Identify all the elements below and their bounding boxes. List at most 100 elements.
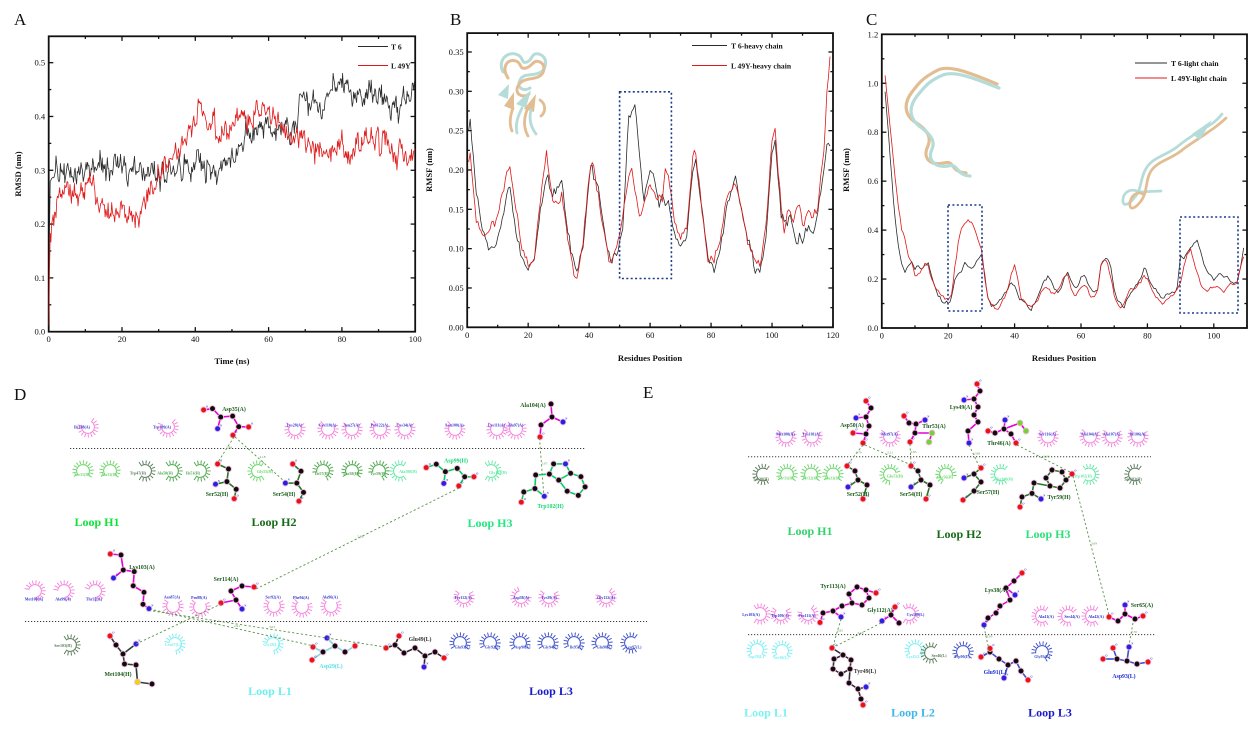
- svg-text:L 49Y-light chain: L 49Y-light chain: [1171, 74, 1228, 83]
- svg-text:N: N: [138, 640, 140, 643]
- svg-text:Ala42(A): Ala42(A): [1088, 614, 1104, 619]
- svg-text:O: O: [1115, 644, 1117, 647]
- svg-text:N: N: [244, 605, 246, 608]
- svg-text:N: N: [151, 604, 153, 607]
- svg-text:Phe94(A): Phe94(A): [293, 595, 310, 600]
- svg-text:O: O: [912, 438, 914, 441]
- svg-text:Ser30(L): Ser30(L): [773, 655, 789, 660]
- svg-text:Ala50(H): Ala50(H): [157, 471, 173, 476]
- svg-text:0.1: 0.1: [34, 273, 45, 283]
- svg-text:0.30: 0.30: [449, 86, 464, 96]
- svg-text:0.25: 0.25: [449, 126, 464, 136]
- svg-text:Thr46(A): Thr46(A): [987, 440, 1011, 447]
- svg-text:O: O: [401, 632, 403, 635]
- svg-text:Cys110(A): Cys110(A): [319, 423, 337, 428]
- svg-text:3.15: 3.15: [858, 631, 864, 635]
- svg-text:Ala104(A): Ala104(A): [1081, 432, 1099, 437]
- svg-text:Gln96(L): Gln96(L): [597, 645, 613, 650]
- svg-text:T 6-heavy chain: T 6-heavy chain: [731, 42, 784, 51]
- svg-text:N: N: [220, 424, 222, 427]
- svg-text:N: N: [971, 439, 973, 442]
- svg-text:N: N: [868, 683, 870, 686]
- svg-text:0.15: 0.15: [449, 204, 464, 214]
- svg-text:N: N: [850, 483, 852, 486]
- svg-text:2.85: 2.85: [911, 450, 917, 454]
- svg-text:Trp47(H): Trp47(H): [130, 471, 147, 476]
- svg-text:Glu53(H): Glu53(H): [887, 474, 904, 479]
- svg-text:1.0: 1.0: [868, 78, 879, 88]
- svg-text:O: O: [868, 397, 870, 400]
- svg-text:O: O: [1030, 676, 1032, 679]
- svg-text:Ser54(H): Ser54(H): [900, 491, 923, 498]
- svg-text:O: O: [206, 406, 208, 409]
- svg-text:Ile106(A): Ile106(A): [1130, 432, 1147, 437]
- svg-text:Gly92(L): Gly92(L): [485, 645, 501, 650]
- svg-text:O: O: [990, 427, 992, 430]
- svg-text:N: N: [218, 480, 220, 483]
- svg-text:Loop L3: Loop L3: [1028, 706, 1072, 720]
- svg-text:O: O: [849, 462, 851, 465]
- svg-text:100: 100: [409, 334, 422, 344]
- svg-text:Thr58(H): Thr58(H): [343, 471, 360, 476]
- svg-text:Gly112(A): Gly112(A): [867, 607, 893, 614]
- svg-text:Gly93(L): Gly93(L): [1034, 654, 1050, 659]
- svg-text:Lys49(A): Lys49(A): [950, 404, 973, 411]
- svg-text:N: N: [565, 418, 567, 421]
- svg-text:A: A: [14, 10, 27, 29]
- svg-text:Loop H1: Loop H1: [74, 515, 119, 529]
- svg-text:RMSF (nm): RMSF (nm): [841, 148, 851, 192]
- svg-text:O: O: [1018, 439, 1020, 442]
- svg-text:O: O: [461, 482, 463, 485]
- svg-text:0.3: 0.3: [34, 165, 45, 175]
- svg-text:O: O: [256, 583, 258, 586]
- svg-text:Pro122(A): Pro122(A): [371, 423, 389, 428]
- svg-text:O: O: [1074, 470, 1076, 473]
- svg-text:Residues Position: Residues Position: [618, 353, 682, 363]
- svg-text:Trp90(L): Trp90(L): [954, 654, 970, 659]
- svg-text:2.93: 2.93: [987, 635, 993, 639]
- svg-text:O: O: [1111, 613, 1113, 616]
- svg-text:Loop L1: Loop L1: [744, 706, 788, 720]
- svg-text:Asp50(A): Asp50(A): [840, 422, 864, 429]
- svg-text:RMSF (nm): RMSF (nm): [424, 148, 434, 192]
- svg-text:O: O: [1150, 658, 1152, 661]
- svg-text:Loop L2: Loop L2: [891, 706, 935, 720]
- svg-text:2.96: 2.96: [358, 535, 364, 539]
- svg-text:O: O: [992, 644, 994, 647]
- svg-text:O: O: [865, 439, 867, 442]
- svg-text:N: N: [858, 414, 860, 417]
- svg-text:Gly101(H): Gly101(H): [489, 470, 508, 475]
- svg-text:O: O: [979, 380, 981, 383]
- svg-text:Lys28(A): Lys28(A): [287, 423, 303, 428]
- svg-text:Loop L1: Loop L1: [248, 684, 292, 698]
- svg-text:20: 20: [944, 331, 953, 341]
- svg-text:N: N: [913, 483, 915, 486]
- svg-text:Tyr112(A): Tyr112(A): [454, 595, 472, 600]
- svg-text:0.0: 0.0: [34, 327, 45, 337]
- svg-text:0.6: 0.6: [868, 176, 879, 186]
- svg-text:40: 40: [585, 330, 594, 340]
- svg-text:Ser116(A): Ser116(A): [1039, 432, 1057, 437]
- svg-text:20: 20: [118, 334, 127, 344]
- svg-text:N: N: [446, 479, 448, 482]
- svg-text:Asp93(L): Asp93(L): [1112, 673, 1135, 680]
- svg-text:Glu91(L): Glu91(L): [984, 669, 1007, 676]
- svg-text:N: N: [1043, 495, 1045, 498]
- svg-text:Loop H2: Loop H2: [936, 527, 981, 541]
- svg-text:Trp109(A): Trp109(A): [771, 613, 790, 618]
- svg-text:O: O: [928, 495, 930, 498]
- svg-text:Asp58(A): Asp58(A): [513, 595, 530, 600]
- svg-text:Ser103(H): Ser103(H): [1124, 477, 1142, 482]
- svg-text:0.05: 0.05: [449, 283, 464, 293]
- svg-text:N: N: [1006, 674, 1008, 677]
- svg-text:O: O: [834, 644, 836, 647]
- svg-text:3.11: 3.11: [179, 620, 185, 624]
- svg-text:N: N: [884, 617, 886, 620]
- svg-text:O: O: [446, 654, 448, 657]
- svg-text:Ile51(H): Ile51(H): [186, 471, 201, 476]
- svg-text:O: O: [983, 464, 985, 467]
- svg-text:N: N: [288, 479, 290, 482]
- svg-text:Leu100(A): Leu100(A): [445, 423, 464, 428]
- svg-text:80: 80: [1143, 331, 1152, 341]
- svg-text:0.10: 0.10: [449, 244, 464, 254]
